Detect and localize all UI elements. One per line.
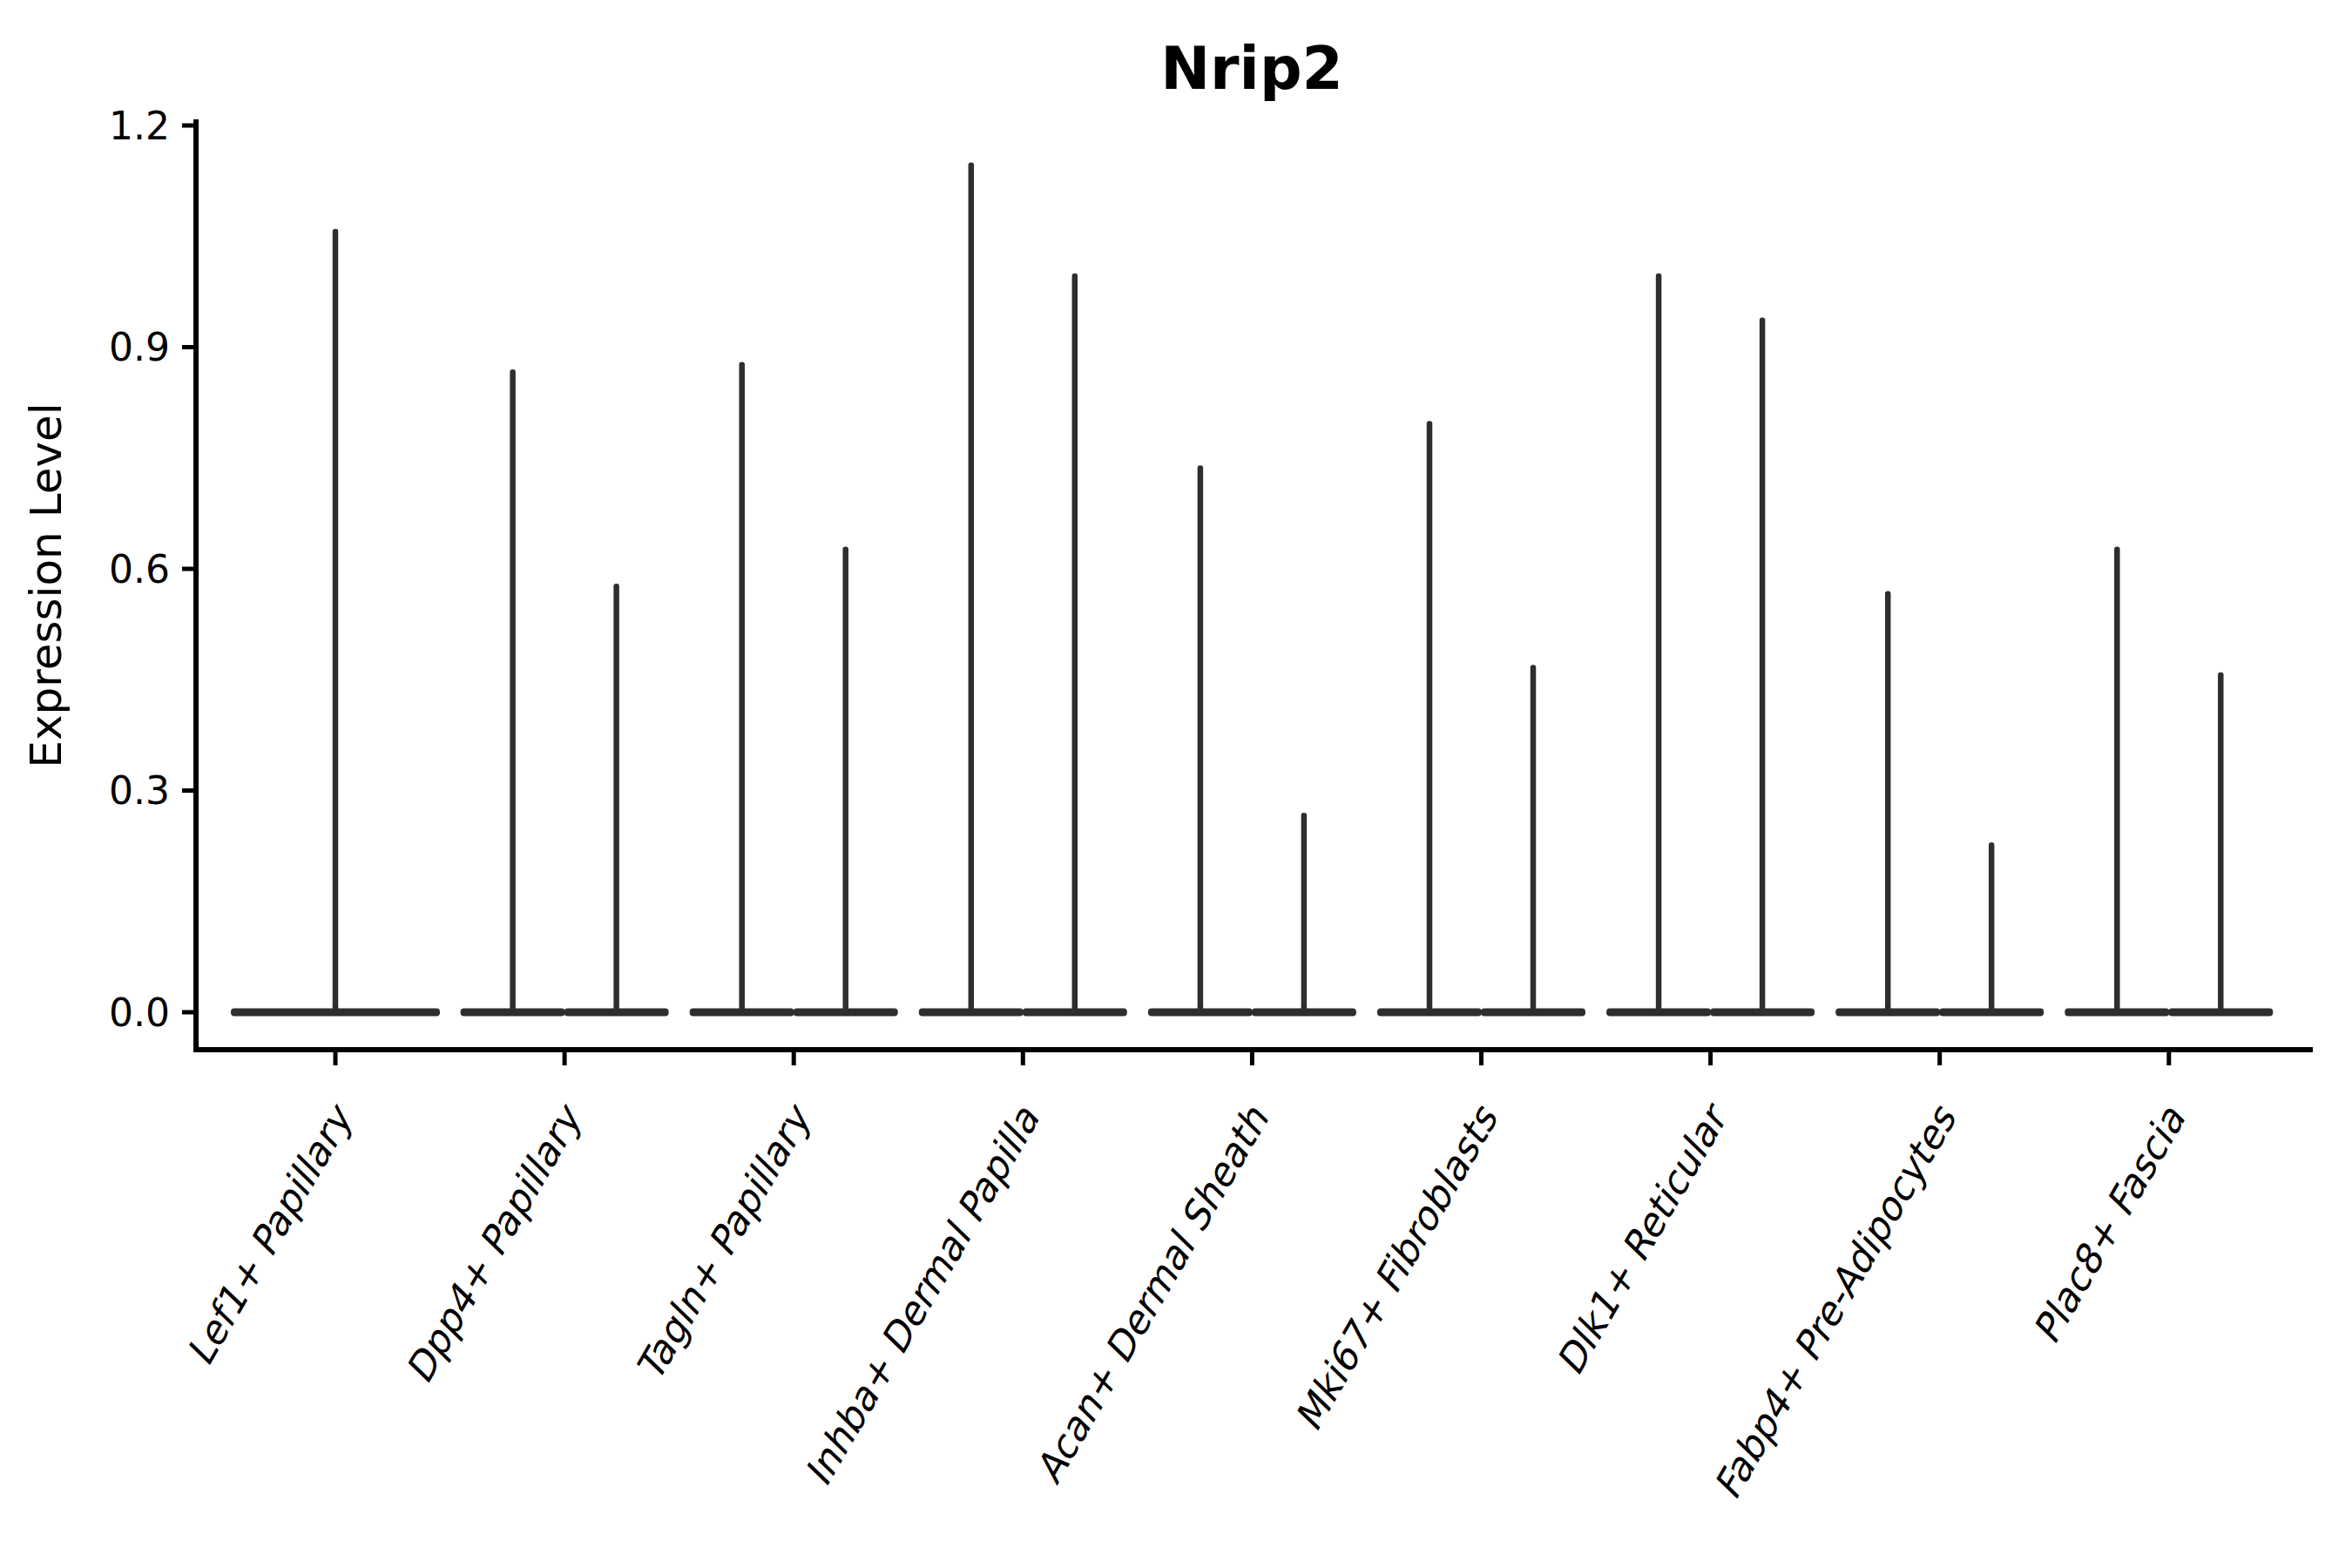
violin-spike [739,362,745,1012]
violin-spike [510,369,516,1012]
y-tick-label: 0.3 [109,768,170,813]
y-tick-label: 1.2 [109,104,170,148]
y-tick-label: 0.6 [109,547,170,591]
violin-spike [1301,813,1308,1012]
violin-spike [2218,672,2224,1012]
violin-spike [2114,547,2120,1012]
violin-spike [1656,274,1662,1012]
violin-spike [969,162,975,1012]
y-tick-label: 0.9 [109,325,170,369]
y-axis-label: Expression Level [21,402,71,767]
violin-spike [613,584,619,1012]
violin-spike [1198,465,1204,1012]
violin-spike [1531,665,1537,1012]
violin-spike [1989,842,1995,1012]
violin-spike [842,547,848,1012]
y-tick-label: 0.0 [109,990,170,1035]
violin-plot: Nrip2 Expression Level 0.00.30.60.91.2 L… [0,0,2352,1568]
plot-background [0,0,2352,1568]
violin-spike [1760,318,1766,1012]
violin-spike [333,229,339,1012]
violin-spike [1427,421,1433,1012]
violin-spike [1885,591,1891,1012]
violin-spike [1072,274,1078,1012]
plot-title: Nrip2 [1160,34,1343,103]
